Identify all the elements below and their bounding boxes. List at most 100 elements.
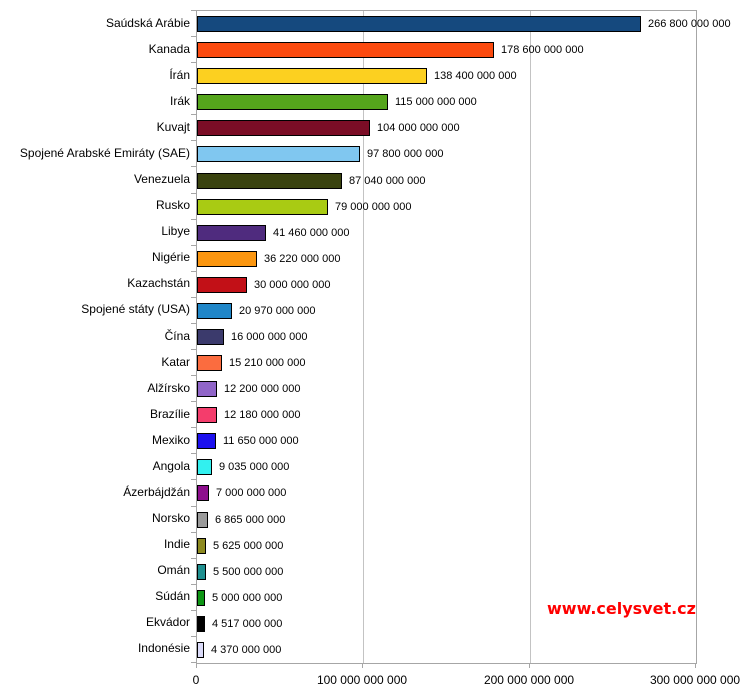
value-label: 4 517 000 000: [212, 618, 283, 630]
bar: [197, 564, 206, 580]
category-label: Alžírsko: [147, 380, 190, 395]
y-axis-tick: [191, 323, 196, 324]
category-label: Spojené státy (USA): [81, 302, 190, 317]
y-axis-tick: [191, 584, 196, 585]
y-axis-tick: [191, 140, 196, 141]
y-axis-tick: [191, 219, 196, 220]
bar: [197, 146, 360, 162]
bar: [197, 381, 217, 397]
value-label: 97 800 000 000: [367, 148, 444, 160]
category-label: Čína: [164, 328, 190, 343]
y-axis-tick: [191, 245, 196, 246]
y-axis-tick: [191, 114, 196, 115]
value-label: 6 865 000 000: [215, 514, 286, 526]
bar: [197, 538, 206, 554]
bar: [197, 590, 205, 606]
x-axis-tick: [196, 663, 197, 668]
category-label: Nigérie: [151, 250, 190, 265]
x-axis-tick-label: 100 000 000 000: [316, 673, 408, 687]
y-axis-tick: [191, 375, 196, 376]
y-axis-tick: [191, 532, 196, 533]
category-label: Kuvajt: [156, 119, 190, 134]
bar: [197, 42, 494, 58]
value-label: 9 035 000 000: [219, 461, 290, 473]
value-label: 138 400 000 000: [434, 70, 517, 82]
category-label: Indie: [163, 537, 190, 552]
bar: [197, 616, 205, 632]
y-axis-tick: [191, 10, 196, 11]
category-label: Omán: [157, 563, 190, 578]
value-label: 115 000 000 000: [395, 96, 477, 108]
value-label: 104 000 000 000: [377, 122, 460, 134]
category-label: Angola: [152, 458, 190, 473]
bar: [197, 642, 204, 658]
category-label: Indonésie: [137, 641, 190, 656]
category-label: Spojené Arabské Emiráty (SAE): [19, 145, 190, 160]
bar: [197, 68, 427, 84]
value-label: 79 000 000 000: [335, 201, 412, 213]
y-axis-tick: [191, 479, 196, 480]
value-label: 5 625 000 000: [213, 540, 284, 552]
value-label: 20 970 000 000: [239, 305, 316, 317]
category-label: Saúdská Arábie: [105, 15, 190, 30]
bar: [197, 407, 217, 423]
category-label: Súdán: [155, 589, 190, 604]
major-gridline: [363, 11, 364, 663]
bar: [197, 173, 342, 189]
value-label: 178 600 000 000: [501, 44, 584, 56]
category-label: Írán: [169, 67, 190, 82]
bar: [197, 94, 388, 110]
category-label: Katar: [161, 354, 190, 369]
y-axis-tick: [191, 558, 196, 559]
value-label: 5 000 000 000: [212, 592, 283, 604]
bar: [197, 199, 328, 215]
x-axis-tick: [529, 663, 530, 668]
value-label: 41 460 000 000: [273, 227, 350, 239]
bar: [197, 355, 222, 371]
category-label: Mexiko: [151, 432, 190, 447]
value-label: 4 370 000 000: [211, 644, 282, 656]
watermark-link[interactable]: www.celysvet.cz: [547, 599, 696, 618]
value-label: 36 220 000 000: [264, 253, 341, 265]
y-axis-tick: [191, 36, 196, 37]
y-axis-tick: [191, 88, 196, 89]
y-axis-tick: [191, 193, 196, 194]
bar: [197, 459, 212, 475]
bar: [197, 120, 370, 136]
plot-area: 266 800 000 000 178 600 000 000 138 400 00…: [196, 10, 731, 664]
category-label: Kanada: [148, 41, 190, 56]
category-label: Norsko: [151, 511, 190, 526]
y-axis-tick: [191, 297, 196, 298]
y-axis-tick: [191, 636, 196, 637]
value-label: 15 210 000 000: [229, 357, 306, 369]
x-axis-tick: [362, 663, 363, 668]
y-axis-tick: [191, 453, 196, 454]
y-axis-tick: [191, 166, 196, 167]
y-axis-tick: [191, 271, 196, 272]
y-axis-tick: [191, 62, 196, 63]
y-axis-tick: [191, 401, 196, 402]
category-label: Kazachstán: [127, 276, 190, 291]
bar: [197, 303, 232, 319]
value-label: 12 200 000 000: [224, 383, 301, 395]
category-label: Brazílie: [149, 406, 190, 421]
value-label: 7 000 000 000: [216, 487, 287, 499]
bar: [197, 16, 641, 32]
bar: [197, 225, 266, 241]
bar: [197, 329, 224, 345]
category-label: Rusko: [155, 198, 190, 213]
value-label: 12 180 000 000: [224, 409, 301, 421]
y-axis-tick: [191, 506, 196, 507]
bar: [197, 485, 209, 501]
category-label: Ázerbájdžán: [123, 484, 190, 499]
major-gridline: [530, 11, 531, 663]
x-axis-tick-label: 300 000 000 000: [649, 673, 740, 687]
y-axis-tick: [191, 349, 196, 350]
x-axis-tick-label: 200 000 000 000: [483, 673, 575, 687]
bar: [197, 433, 216, 449]
y-axis-tick: [191, 662, 196, 663]
bar: [197, 251, 257, 267]
category-label: Venezuela: [133, 172, 190, 187]
bar: [197, 512, 208, 528]
